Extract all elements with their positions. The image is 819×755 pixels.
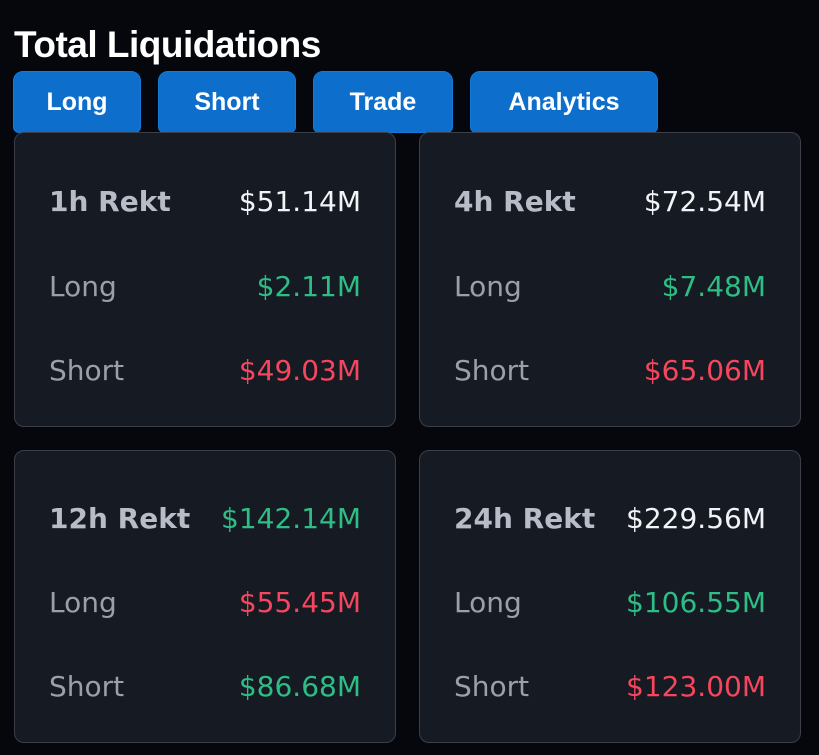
total-value: $51.14M xyxy=(238,184,361,218)
period-label: 24h Rekt xyxy=(454,501,596,535)
liquidation-card-1h: 1h Rekt $51.14M Long $2.11M Short $49.03… xyxy=(14,132,396,427)
tab-analytics[interactable]: Analytics xyxy=(470,71,658,133)
period-label: 1h Rekt xyxy=(49,184,171,218)
total-value: $72.54M xyxy=(643,184,766,218)
long-label: Long xyxy=(49,269,117,303)
period-label: 4h Rekt xyxy=(454,184,576,218)
long-value: $55.45M xyxy=(238,585,361,619)
short-value: $49.03M xyxy=(238,353,361,387)
liquidation-card-24h: 24h Rekt $229.56M Long $106.55M Short $1… xyxy=(419,450,801,743)
card-header-row: 24h Rekt $229.56M xyxy=(454,498,766,538)
long-row: Long $7.48M xyxy=(454,266,766,306)
short-row: Short $49.03M xyxy=(49,350,361,390)
card-header-row: 1h Rekt $51.14M xyxy=(49,181,361,221)
total-value: $229.56M xyxy=(626,501,766,535)
long-label: Long xyxy=(454,585,522,619)
short-row: Short $65.06M xyxy=(454,350,766,390)
total-value: $142.14M xyxy=(221,501,361,535)
short-label: Short xyxy=(49,353,125,387)
short-label: Short xyxy=(454,669,530,703)
short-value: $123.00M xyxy=(626,669,766,703)
short-row: Short $86.68M xyxy=(49,666,361,706)
page-title: Total Liquidations xyxy=(14,24,321,65)
card-header-row: 12h Rekt $142.14M xyxy=(49,498,361,538)
long-row: Long $55.45M xyxy=(49,582,361,622)
tab-short[interactable]: Short xyxy=(158,71,296,133)
short-value: $65.06M xyxy=(643,353,766,387)
tab-long[interactable]: Long xyxy=(13,71,141,133)
long-value: $2.11M xyxy=(256,269,361,303)
short-row: Short $123.00M xyxy=(454,666,766,706)
card-header-row: 4h Rekt $72.54M xyxy=(454,181,766,221)
long-label: Long xyxy=(454,269,522,303)
short-label: Short xyxy=(454,353,530,387)
liquidation-card-12h: 12h Rekt $142.14M Long $55.45M Short $86… xyxy=(14,450,396,743)
short-value: $86.68M xyxy=(238,669,361,703)
long-value: $106.55M xyxy=(626,585,766,619)
period-label: 12h Rekt xyxy=(49,501,191,535)
long-row: Long $106.55M xyxy=(454,582,766,622)
liquidation-card-4h: 4h Rekt $72.54M Long $7.48M Short $65.06… xyxy=(419,132,801,427)
long-row: Long $2.11M xyxy=(49,266,361,306)
long-label: Long xyxy=(49,585,117,619)
tab-trade[interactable]: Trade xyxy=(313,71,453,133)
short-label: Short xyxy=(49,669,125,703)
long-value: $7.48M xyxy=(661,269,766,303)
